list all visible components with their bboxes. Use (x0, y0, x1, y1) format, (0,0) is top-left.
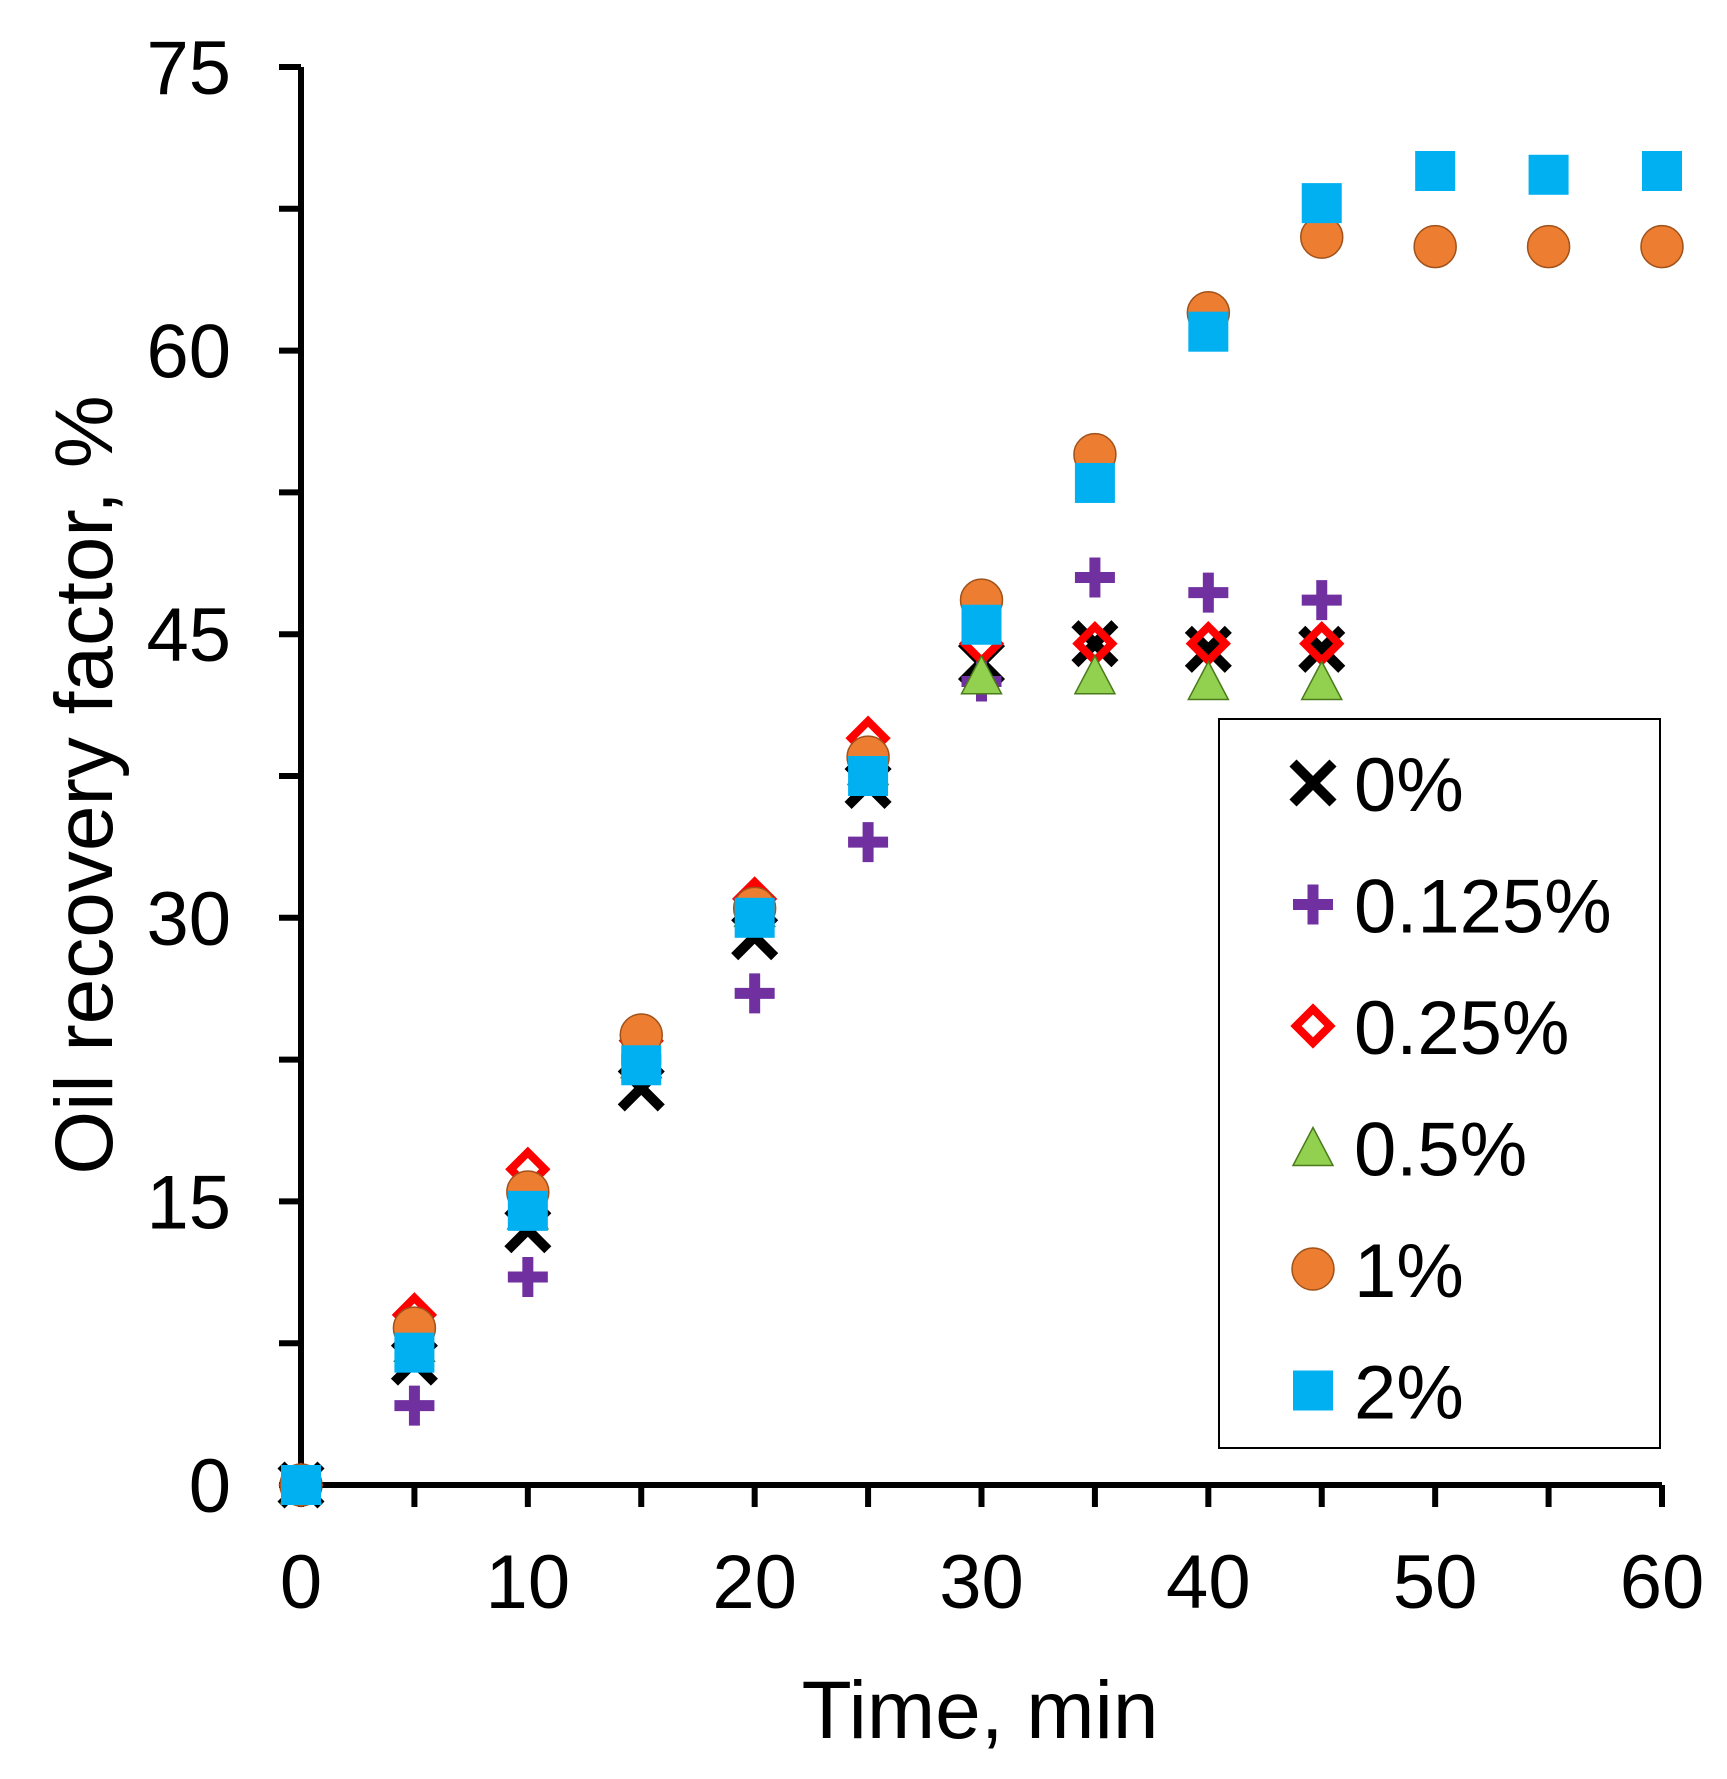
data-point (848, 822, 889, 863)
data-point (734, 973, 775, 1014)
data-point (1528, 154, 1569, 195)
y-tick-label: 30 (146, 877, 231, 962)
data-point (1301, 580, 1342, 621)
x-tick-label: 20 (712, 1540, 797, 1625)
x-tick-label: 0 (280, 1540, 322, 1625)
data-point (507, 1257, 548, 1298)
data-point (1187, 659, 1230, 701)
legend-label: 0.5% (1354, 1108, 1527, 1193)
legend-marker (1289, 759, 1337, 807)
data-point (394, 1385, 435, 1426)
data-point (1413, 224, 1457, 269)
data-point (1415, 150, 1456, 191)
data-point (1074, 557, 1115, 598)
axes: 0 10 20 30 40 50 60 0 15 30 45 60 75 (146, 26, 1704, 1625)
y-tick-label: 15 (146, 1160, 231, 1245)
series-0 (277, 620, 1346, 1509)
data-point (1642, 150, 1682, 191)
data-point (1074, 462, 1115, 503)
x-tick-label: 50 (1393, 1540, 1478, 1625)
data-point (1640, 224, 1684, 269)
series-2 (278, 620, 1345, 1508)
y-tick-label: 60 (146, 310, 231, 395)
data-point (507, 1190, 548, 1231)
x-tick-label: 60 (1620, 1540, 1705, 1625)
data-point (621, 1045, 662, 1086)
y-axis-title: Oil recovery factor, % (39, 395, 130, 1174)
x-tick-label: 30 (939, 1540, 1024, 1625)
series-5 (281, 150, 1682, 1505)
x-tick-label: 10 (486, 1540, 571, 1625)
legend-marker (1291, 1247, 1335, 1291)
data-point (734, 897, 775, 938)
x-tick-label: 40 (1166, 1540, 1251, 1625)
data-points (277, 150, 1684, 1509)
data-point (1526, 224, 1571, 269)
legend-label: 2% (1354, 1351, 1464, 1436)
x-axis-title: Time, min (802, 1665, 1159, 1756)
legend-marker (1290, 1003, 1336, 1049)
legend: 0% 0.125% 0.25% 0.5% 1% 2% (1218, 718, 1661, 1449)
legend-label: 0.25% (1354, 986, 1570, 1071)
data-point (1188, 572, 1229, 613)
series-1 (281, 557, 1342, 1505)
legend-marker (1293, 1370, 1333, 1411)
data-point (848, 756, 889, 796)
y-tick-label: 45 (146, 593, 231, 678)
data-point (1300, 659, 1343, 701)
data-point (394, 1332, 435, 1373)
data-point (1073, 654, 1117, 695)
y-tick-label: 0 (189, 1444, 231, 1529)
legend-label: 0% (1354, 743, 1464, 828)
legend-label: 1% (1354, 1229, 1464, 1314)
legend-box (1218, 718, 1661, 1449)
data-point (960, 654, 1003, 695)
series-3 (279, 654, 1343, 1504)
data-point (961, 604, 1002, 645)
data-point (1188, 311, 1229, 352)
legend-label: 0.125% (1354, 865, 1612, 950)
data-point (1071, 620, 1119, 668)
legend-marker (1291, 1125, 1335, 1167)
data-point (1301, 183, 1342, 224)
data-point (281, 1465, 321, 1505)
y-tick-label: 75 (146, 26, 231, 111)
legend-marker (1293, 884, 1333, 925)
